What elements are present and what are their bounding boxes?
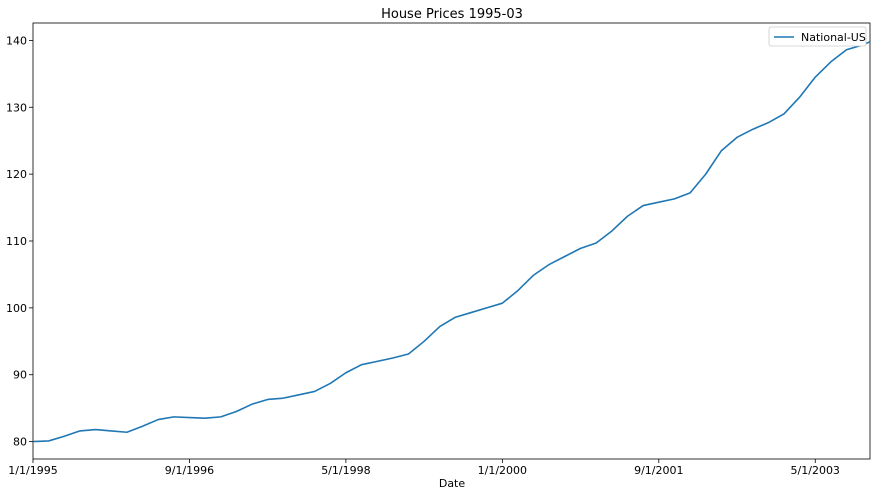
y-tick-label: 100 — [6, 302, 27, 315]
legend: National-US — [768, 26, 867, 47]
plot-frame — [32, 22, 871, 460]
plot-area: 80 90 100 110 120 130 140 1/1/1995 9/1/1996 5/1/1… — [6, 22, 871, 477]
y-tick-label: 110 — [6, 235, 27, 248]
x-tick-label: 1/1/2000 — [478, 464, 527, 477]
y-tick-label: 80 — [13, 436, 27, 449]
x-tick-label: 5/1/1998 — [321, 464, 370, 477]
y-tick-label: 130 — [6, 101, 27, 114]
x-tick-label: 9/1/1996 — [165, 464, 214, 477]
x-tick-label: 5/1/2003 — [791, 464, 840, 477]
y-tick-label: 120 — [6, 168, 27, 181]
x-tick-label: 1/1/1995 — [8, 464, 57, 477]
x-tick-label: 9/1/2001 — [634, 464, 683, 477]
y-tick-label: 90 — [13, 369, 27, 382]
chart-title: House Prices 1995-03 — [381, 7, 523, 22]
x-axis-title: Date — [439, 477, 466, 490]
series-line-national-us — [32, 40, 871, 443]
legend-box — [768, 26, 867, 47]
y-tick-label: 140 — [6, 34, 27, 47]
legend-label: National-US — [801, 31, 866, 44]
